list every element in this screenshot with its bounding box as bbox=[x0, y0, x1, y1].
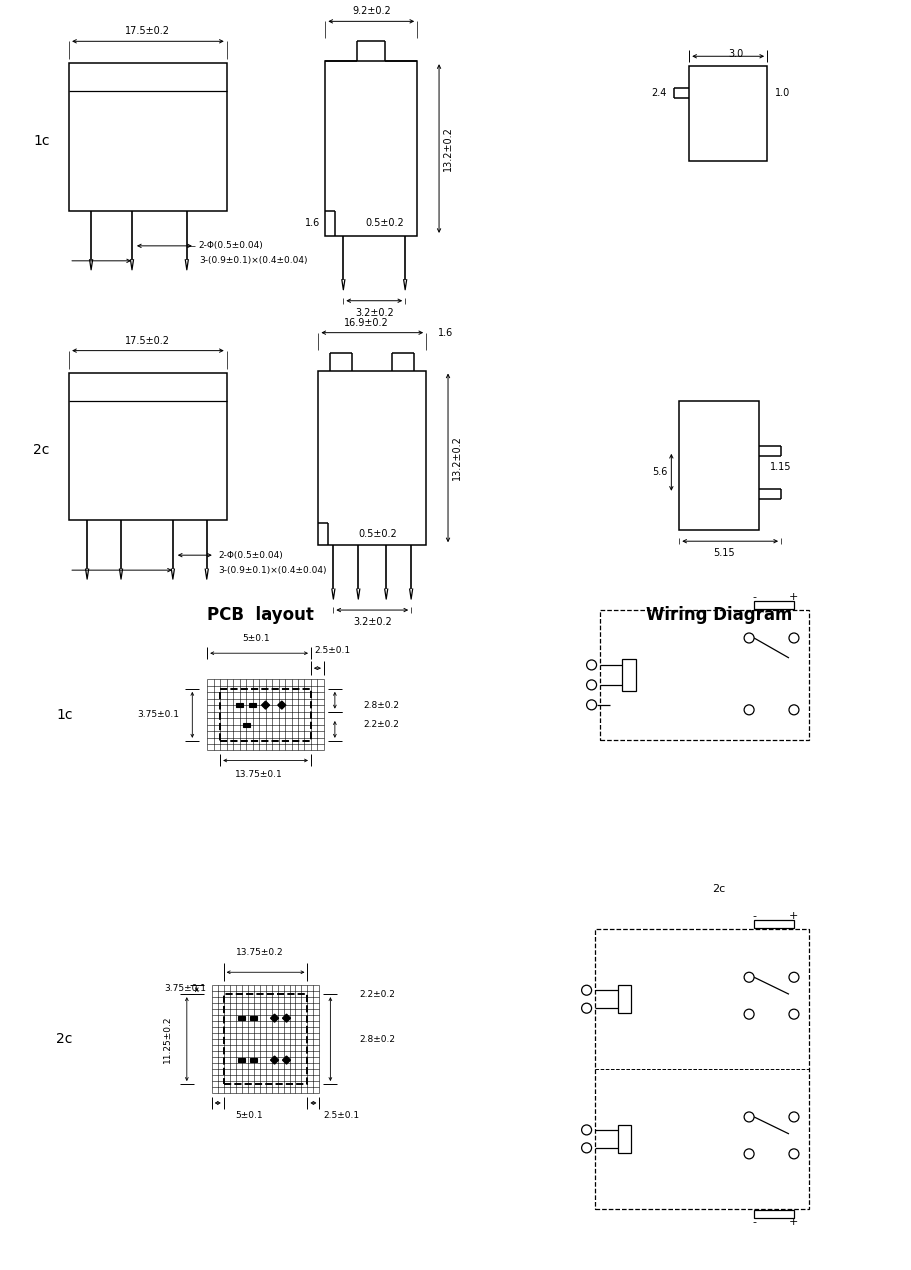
Bar bbox=[325, 61, 417, 236]
Circle shape bbox=[587, 660, 597, 669]
Bar bbox=[680, 400, 759, 531]
Text: 1.6: 1.6 bbox=[305, 218, 321, 229]
Text: 2-Φ(0.5±0.04): 2-Φ(0.5±0.04) bbox=[199, 241, 263, 250]
Bar bbox=[220, 688, 311, 740]
Circle shape bbox=[581, 1143, 591, 1153]
Text: -: - bbox=[752, 912, 756, 921]
Text: -: - bbox=[752, 592, 756, 602]
Bar bbox=[251, 1058, 257, 1062]
Text: 5.6: 5.6 bbox=[652, 467, 668, 478]
Text: 13.75±0.2: 13.75±0.2 bbox=[236, 949, 283, 958]
Text: 11.25±0.2: 11.25±0.2 bbox=[163, 1015, 172, 1063]
Bar bbox=[319, 371, 426, 545]
Circle shape bbox=[581, 986, 591, 996]
Text: 0.5±0.2: 0.5±0.2 bbox=[365, 218, 404, 229]
Polygon shape bbox=[261, 701, 270, 709]
Bar bbox=[754, 1210, 794, 1218]
Text: 1c: 1c bbox=[34, 135, 50, 149]
Bar bbox=[242, 723, 250, 726]
Circle shape bbox=[789, 632, 799, 643]
Circle shape bbox=[744, 1010, 754, 1019]
Bar bbox=[238, 1016, 245, 1020]
Text: 2c: 2c bbox=[56, 1033, 73, 1046]
Bar bbox=[69, 64, 227, 211]
Text: 2c: 2c bbox=[712, 884, 726, 894]
Circle shape bbox=[587, 700, 597, 710]
Circle shape bbox=[789, 973, 799, 982]
Circle shape bbox=[744, 973, 754, 982]
Bar bbox=[238, 1058, 245, 1062]
Polygon shape bbox=[271, 1057, 279, 1064]
Text: 0.5±0.2: 0.5±0.2 bbox=[358, 530, 397, 540]
Text: 2.5±0.1: 2.5±0.1 bbox=[323, 1111, 360, 1120]
Text: 17.5±0.2: 17.5±0.2 bbox=[126, 27, 170, 37]
Bar bbox=[599, 610, 809, 739]
Text: 1.15: 1.15 bbox=[770, 462, 792, 472]
Text: 2.2±0.2: 2.2±0.2 bbox=[363, 720, 400, 729]
Text: 2.5±0.1: 2.5±0.1 bbox=[314, 646, 351, 655]
Text: 2-Φ(0.5±0.04): 2-Φ(0.5±0.04) bbox=[219, 551, 283, 560]
Circle shape bbox=[789, 1113, 799, 1121]
Text: 2.2±0.2: 2.2±0.2 bbox=[359, 989, 395, 998]
Text: 5.15: 5.15 bbox=[713, 549, 735, 559]
Circle shape bbox=[744, 1113, 754, 1121]
Text: 17.5±0.2: 17.5±0.2 bbox=[126, 335, 170, 345]
Text: 1.0: 1.0 bbox=[775, 88, 790, 98]
Text: 5±0.1: 5±0.1 bbox=[241, 634, 270, 643]
Bar bbox=[618, 986, 631, 1013]
Text: 2c: 2c bbox=[34, 443, 50, 457]
Text: Wiring Diagram: Wiring Diagram bbox=[646, 606, 793, 624]
Text: 13.2±0.2: 13.2±0.2 bbox=[443, 126, 453, 171]
Circle shape bbox=[744, 1149, 754, 1158]
Bar bbox=[595, 930, 809, 1209]
Text: 3.2±0.2: 3.2±0.2 bbox=[353, 617, 392, 627]
Text: 1.6: 1.6 bbox=[438, 328, 454, 338]
Text: PCB  layout: PCB layout bbox=[207, 606, 314, 624]
Text: 3-(0.9±0.1)×(0.4±0.04): 3-(0.9±0.1)×(0.4±0.04) bbox=[219, 565, 327, 574]
Bar bbox=[251, 1016, 257, 1020]
Bar bbox=[69, 372, 227, 521]
Text: 13.75±0.1: 13.75±0.1 bbox=[235, 771, 283, 780]
Text: 3.2±0.2: 3.2±0.2 bbox=[355, 307, 394, 318]
Text: 3-(0.9±0.1)×(0.4±0.04): 3-(0.9±0.1)×(0.4±0.04) bbox=[199, 257, 307, 265]
Text: 3.75±0.1: 3.75±0.1 bbox=[165, 984, 207, 993]
Text: +: + bbox=[789, 592, 799, 602]
Text: 5±0.1: 5±0.1 bbox=[235, 1111, 262, 1120]
Text: 2.8±0.2: 2.8±0.2 bbox=[363, 701, 400, 710]
Text: 2.4: 2.4 bbox=[651, 88, 666, 98]
Polygon shape bbox=[271, 1015, 279, 1022]
Text: 2.8±0.2: 2.8±0.2 bbox=[359, 1035, 395, 1044]
Text: 1c: 1c bbox=[56, 707, 73, 721]
Text: -: - bbox=[752, 1217, 756, 1227]
Text: +: + bbox=[789, 1217, 799, 1227]
Text: 3.75±0.1: 3.75±0.1 bbox=[138, 710, 179, 719]
Circle shape bbox=[581, 1125, 591, 1135]
Circle shape bbox=[744, 632, 754, 643]
Circle shape bbox=[789, 705, 799, 715]
Bar bbox=[690, 66, 767, 161]
Bar bbox=[618, 1125, 631, 1153]
Bar bbox=[622, 659, 637, 691]
Text: 16.9±0.2: 16.9±0.2 bbox=[343, 318, 389, 328]
Circle shape bbox=[744, 705, 754, 715]
Text: 13.2±0.2: 13.2±0.2 bbox=[452, 436, 462, 480]
Circle shape bbox=[789, 1149, 799, 1158]
Polygon shape bbox=[282, 1015, 291, 1022]
Bar bbox=[754, 601, 794, 610]
Polygon shape bbox=[282, 1057, 291, 1064]
Bar bbox=[236, 704, 243, 707]
Bar bbox=[224, 994, 307, 1085]
Text: 3.0: 3.0 bbox=[729, 50, 743, 60]
Text: 9.2±0.2: 9.2±0.2 bbox=[352, 6, 391, 17]
Bar bbox=[754, 921, 794, 928]
Polygon shape bbox=[278, 701, 286, 709]
Text: +: + bbox=[789, 912, 799, 921]
Circle shape bbox=[581, 1003, 591, 1013]
Circle shape bbox=[587, 679, 597, 690]
Circle shape bbox=[789, 1010, 799, 1019]
Bar bbox=[249, 704, 256, 707]
